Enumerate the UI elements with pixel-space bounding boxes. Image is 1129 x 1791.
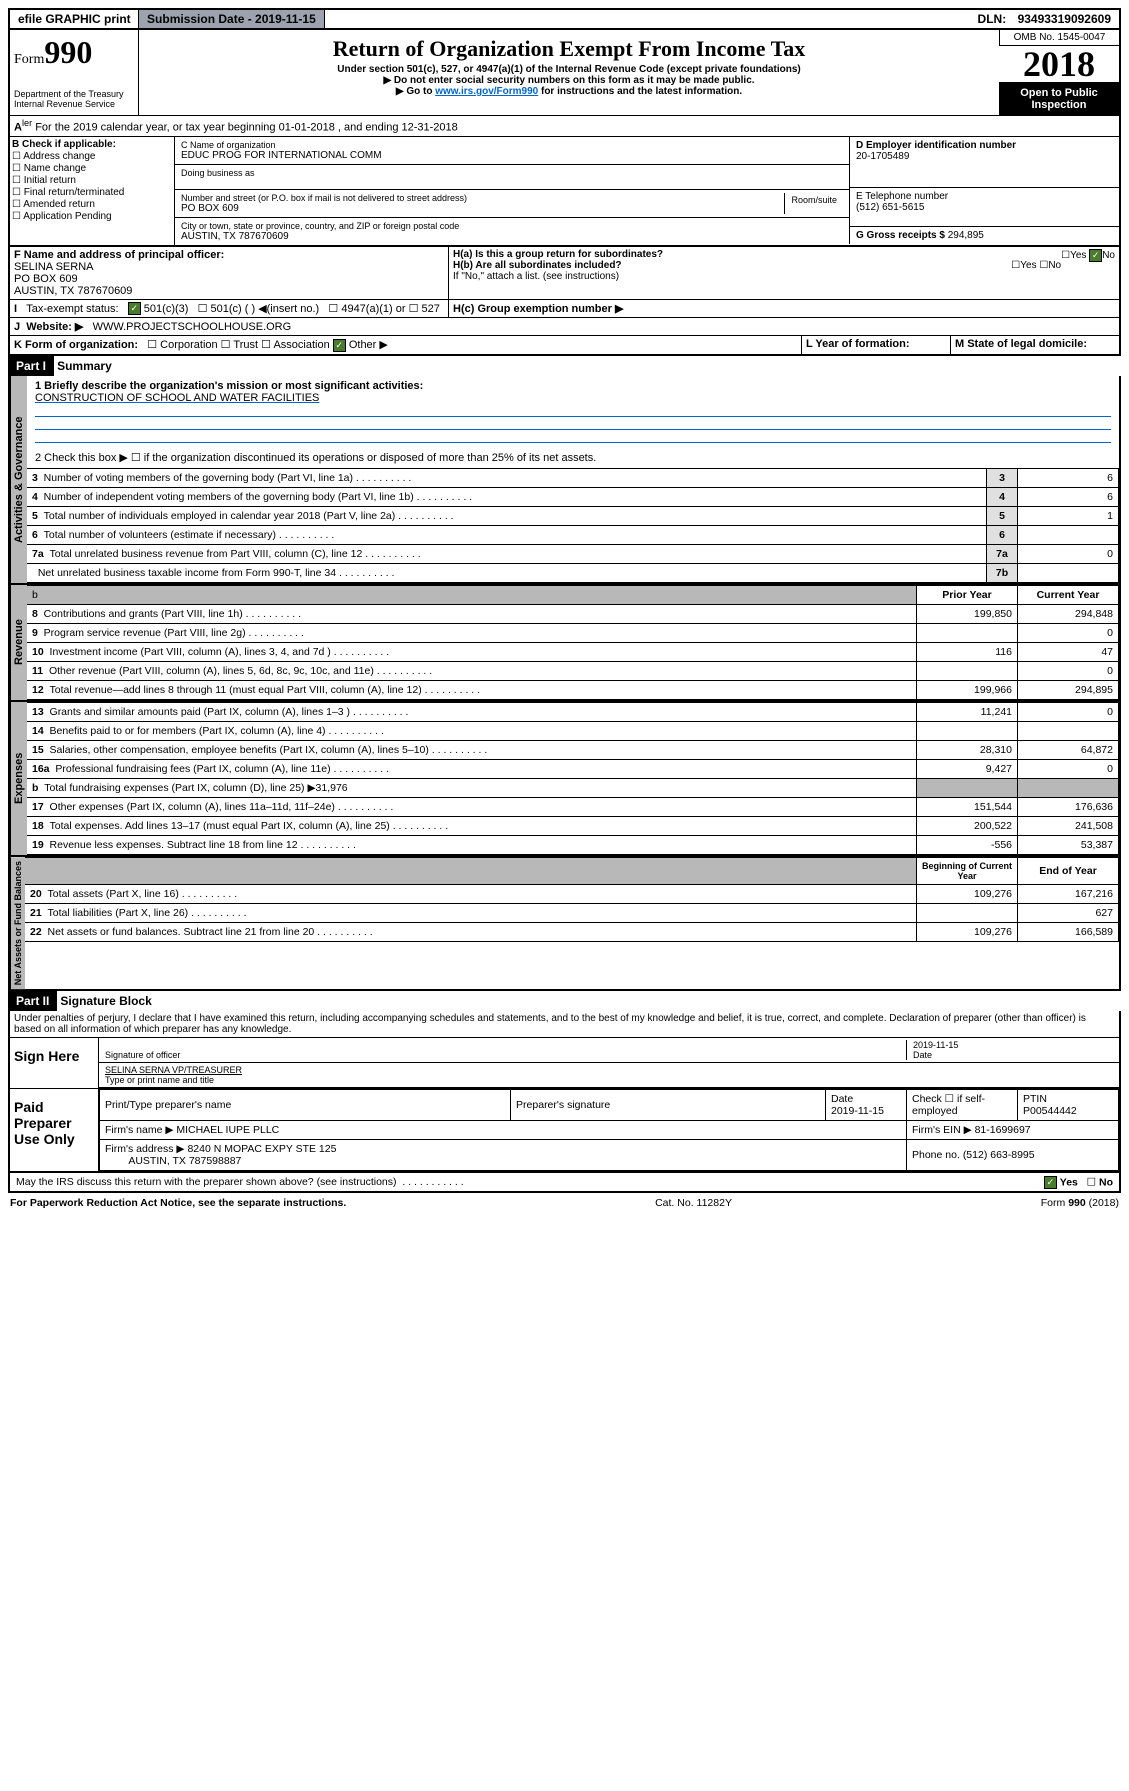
perjury-declaration: Under penalties of perjury, I declare th… xyxy=(8,1011,1121,1037)
city-value: AUSTIN, TX 787670609 xyxy=(181,231,843,242)
activities-governance-label: Activities & Governance xyxy=(10,376,27,583)
domicile-label: M State of legal domicile: xyxy=(955,338,1087,350)
governance-table: 3 Number of voting members of the govern… xyxy=(27,468,1119,583)
line2-label: 2 Check this box ▶ ☐ if the organization… xyxy=(35,451,1111,464)
subtitle-2: ▶ Do not enter social security numbers o… xyxy=(143,75,995,86)
subtitle-3: ▶ Go to www.irs.gov/Form990 for instruct… xyxy=(143,86,995,97)
dln-value: 93493319092609 xyxy=(1018,12,1111,26)
checkbox-header: B Check if applicable: xyxy=(12,139,116,150)
top-bar: efile GRAPHIC print Submission Date - 20… xyxy=(8,8,1121,30)
open-public-badge: Open to Public Inspection xyxy=(999,83,1119,115)
org-name: EDUC PROG FOR INTERNATIONAL COMM xyxy=(181,150,843,161)
sign-here-label: Sign Here xyxy=(10,1038,98,1088)
cb-final-return[interactable]: ☐ Final return/terminated xyxy=(12,187,172,198)
phone-label: E Telephone number xyxy=(856,191,948,202)
form-title: Return of Organization Exempt From Incom… xyxy=(143,36,995,62)
phone-value: (512) 651-5615 xyxy=(856,202,924,213)
cb-name-change[interactable]: ☐ Name change xyxy=(12,163,172,174)
room-label: Room/suite xyxy=(784,193,843,214)
dln-label: DLN: xyxy=(978,12,1007,26)
revenue-table: bPrior YearCurrent Year8 Contributions a… xyxy=(27,585,1119,700)
cb-address-change[interactable]: ☐ Address change xyxy=(12,151,172,162)
501c3-check[interactable]: ✓ xyxy=(128,302,141,315)
irs-label: Internal Revenue Service xyxy=(14,99,134,109)
paid-preparer-label: Paid Preparer Use Only xyxy=(10,1089,98,1171)
efile-label: efile GRAPHIC print xyxy=(18,12,131,26)
addr-label: Number and street (or P.O. box if mail i… xyxy=(181,193,784,203)
expenses-section: Expenses 13 Grants and similar amounts p… xyxy=(8,702,1121,857)
pra-notice: For Paperwork Reduction Act Notice, see … xyxy=(10,1197,346,1209)
netassets-section: Net Assets or Fund Balances Beginning of… xyxy=(8,857,1121,991)
part2-header: Part II Signature Block xyxy=(8,991,1121,1011)
ein-label: D Employer identification number xyxy=(856,140,1016,151)
city-label: City or town, state or province, country… xyxy=(181,221,843,231)
ha-label: H(a) Is this a group return for subordin… xyxy=(453,249,663,260)
mission-text: CONSTRUCTION OF SCHOOL AND WATER FACILIT… xyxy=(35,392,319,404)
dba-label: Doing business as xyxy=(175,165,849,190)
part1-header: Part I Summary xyxy=(8,356,1121,376)
firm-name: MICHAEL IUPE PLLC xyxy=(176,1124,279,1136)
form-org-label: K Form of organization: xyxy=(14,339,138,351)
page-footer: For Paperwork Reduction Act Notice, see … xyxy=(8,1193,1121,1213)
discuss-row: May the IRS discuss this return with the… xyxy=(8,1173,1121,1193)
website-value: WWW.PROJECTSCHOOLHOUSE.ORG xyxy=(93,321,292,333)
h-note: If "No," attach a list. (see instruction… xyxy=(453,271,1115,282)
cat-number: Cat. No. 11282Y xyxy=(655,1197,732,1209)
netassets-label: Net Assets or Fund Balances xyxy=(10,857,25,989)
expenses-label: Expenses xyxy=(10,702,27,855)
officer-label: F Name and address of principal officer: xyxy=(14,249,224,261)
expenses-table: 13 Grants and similar amounts paid (Part… xyxy=(27,702,1119,855)
revenue-label: Revenue xyxy=(10,585,27,700)
form-word: Form xyxy=(14,52,44,67)
officer-addr2: AUSTIN, TX 787670609 xyxy=(14,285,132,297)
form-ref: Form 990 (2018) xyxy=(1041,1197,1119,1209)
officer-addr1: PO BOX 609 xyxy=(14,273,78,285)
signature-block: Sign Here Signature of officer2019-11-15… xyxy=(8,1037,1121,1173)
firm-addr: 8240 N MOPAC EXPY STE 125 xyxy=(187,1143,336,1155)
cb-pending[interactable]: ☐ Application Pending xyxy=(12,211,172,222)
gross-value: 294,895 xyxy=(948,230,984,241)
website-label: Website: ▶ xyxy=(26,321,83,333)
line1-label: 1 Briefly describe the organization's mi… xyxy=(35,380,423,392)
tax-status-label: Tax-exempt status: xyxy=(26,303,118,315)
irs-link[interactable]: www.irs.gov/Form990 xyxy=(435,86,538,97)
ptin-value: P00544442 xyxy=(1023,1105,1077,1117)
hb-label: H(b) Are all subordinates included? xyxy=(453,260,622,271)
other-check[interactable]: ✓ xyxy=(333,339,346,352)
submission-date-button[interactable]: Submission Date - 2019-11-15 xyxy=(138,9,325,29)
prep-phone: (512) 663-8995 xyxy=(963,1149,1035,1161)
ein-value: 20-1705489 xyxy=(856,151,909,162)
cb-amended[interactable]: ☐ Amended return xyxy=(12,199,172,210)
ha-no-check[interactable]: ✓ xyxy=(1089,249,1102,262)
street-address: PO BOX 609 xyxy=(181,203,784,214)
tax-period: Aler For the 2019 calendar year, or tax … xyxy=(8,115,1121,136)
year-formation-label: L Year of formation: xyxy=(806,338,910,350)
subtitle-1: Under section 501(c), 527, or 4947(a)(1)… xyxy=(143,64,995,75)
tax-year: 2018 xyxy=(999,46,1119,83)
identity-section: B Check if applicable: ☐ Address change … xyxy=(8,136,1121,247)
form-header: Form990 Department of the Treasury Inter… xyxy=(8,30,1121,115)
discuss-yes-check[interactable]: ✓ xyxy=(1044,1176,1057,1189)
form-number: 990 xyxy=(44,34,92,70)
officer-name: SELINA SERNA xyxy=(14,261,93,273)
cb-initial-return[interactable]: ☐ Initial return xyxy=(12,175,172,186)
hc-label: H(c) Group exemption number ▶ xyxy=(453,303,623,315)
part1-body: Activities & Governance 1 Briefly descri… xyxy=(8,376,1121,585)
org-name-label: C Name of organization xyxy=(181,140,843,150)
revenue-section: Revenue bPrior YearCurrent Year8 Contrib… xyxy=(8,585,1121,702)
firm-ein: 81-1699697 xyxy=(975,1124,1031,1136)
netassets-table: Beginning of Current YearEnd of Year20 T… xyxy=(25,857,1119,942)
dept-label: Department of the Treasury xyxy=(14,89,134,99)
officer-typed-name: SELINA SERNA VP/TREASURER xyxy=(105,1065,242,1075)
gross-label: G Gross receipts $ xyxy=(856,230,945,241)
